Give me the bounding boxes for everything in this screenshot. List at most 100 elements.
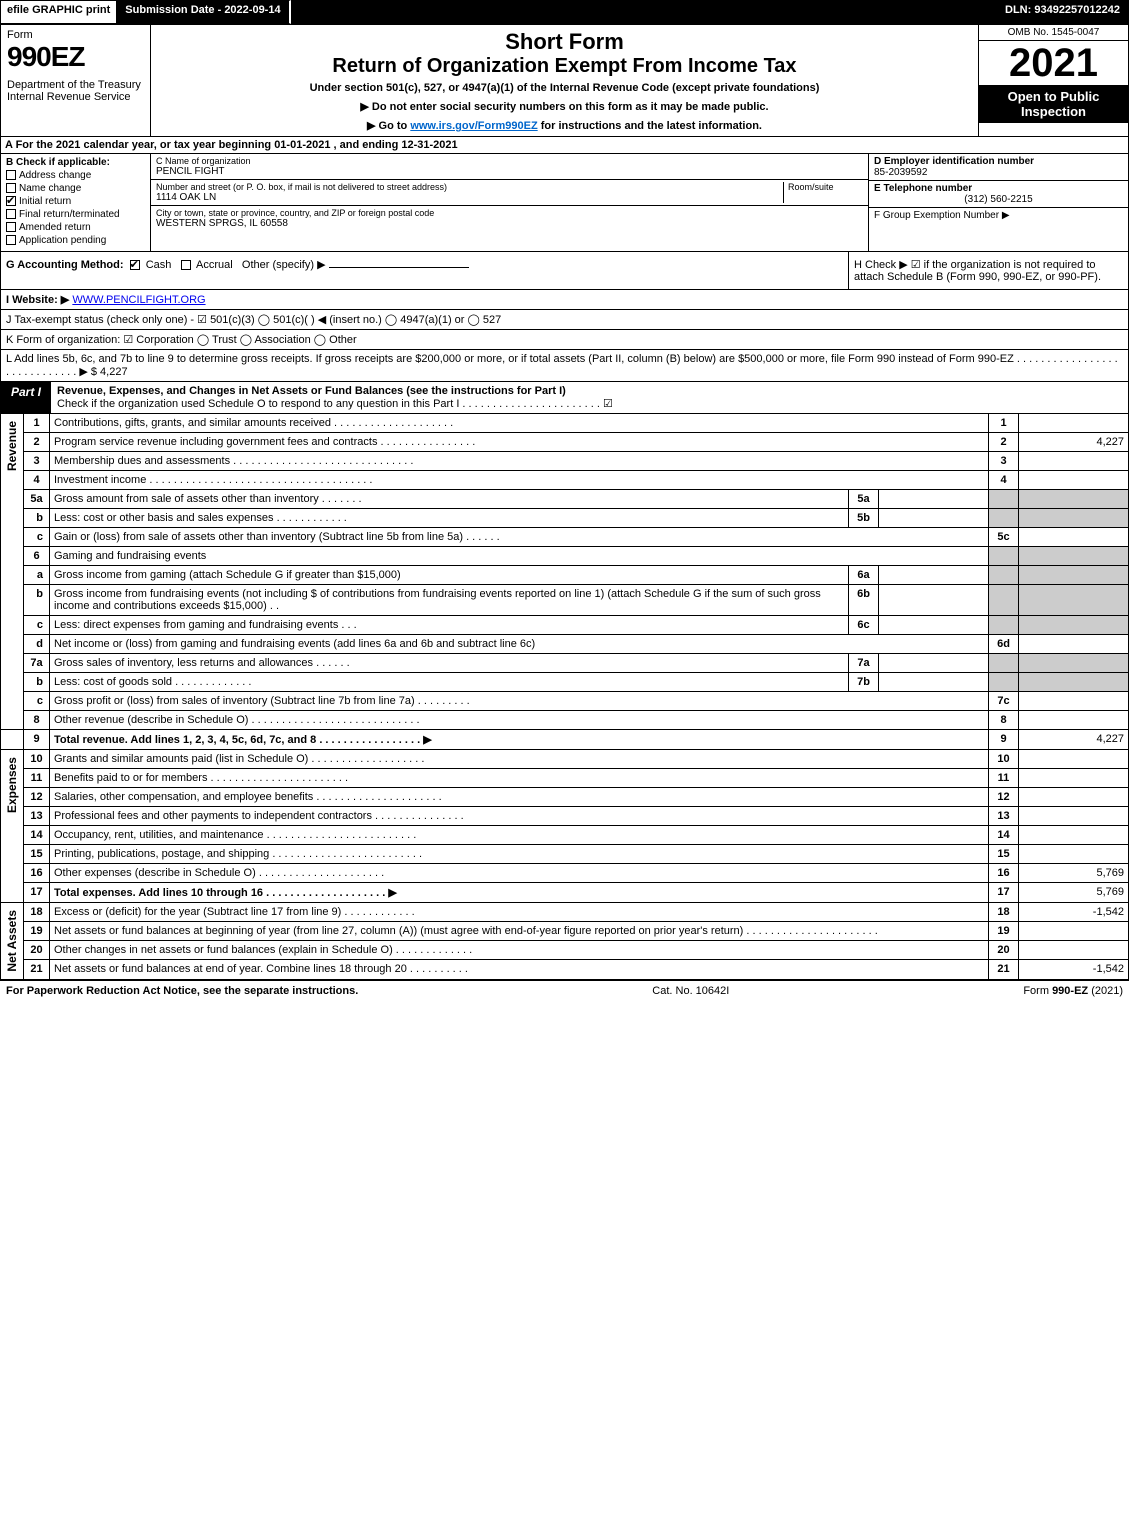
g-label: G Accounting Method: bbox=[6, 259, 124, 271]
line-amt bbox=[1019, 452, 1129, 471]
lineno: 20 bbox=[24, 941, 50, 960]
website-link[interactable]: WWW.PENCILFIGHT.ORG bbox=[72, 294, 205, 306]
line-ref: 14 bbox=[989, 826, 1019, 845]
chk-amended[interactable]: Amended return bbox=[6, 222, 145, 233]
lineno: 13 bbox=[24, 807, 50, 826]
line-amt bbox=[1019, 635, 1129, 654]
line-desc: Program service revenue including govern… bbox=[50, 433, 989, 452]
mini-amt bbox=[879, 616, 989, 635]
room-label: Room/suite bbox=[788, 182, 863, 192]
table-row: 2Program service revenue including gover… bbox=[1, 433, 1129, 452]
line-amt bbox=[1019, 692, 1129, 711]
table-row: aGross income from gaming (attach Schedu… bbox=[1, 566, 1129, 585]
mini-amt bbox=[879, 654, 989, 673]
line-desc: Total expenses. Add lines 10 through 16 … bbox=[50, 883, 989, 903]
tel-label-text: E Telephone number bbox=[874, 183, 972, 194]
table-row: 14Occupancy, rent, utilities, and mainte… bbox=[1, 826, 1129, 845]
chk-name-change[interactable]: Name change bbox=[6, 183, 145, 194]
line-amt bbox=[1019, 807, 1129, 826]
section-b: B Check if applicable: Address change Na… bbox=[1, 154, 151, 251]
lineno: 17 bbox=[24, 883, 50, 903]
lineno: b bbox=[24, 509, 50, 528]
omb-number: OMB No. 1545-0047 bbox=[979, 25, 1128, 41]
lineno: 18 bbox=[24, 903, 50, 922]
chk-app-pending[interactable]: Application pending bbox=[6, 235, 145, 246]
table-row: 5aGross amount from sale of assets other… bbox=[1, 490, 1129, 509]
footer-right-form: 990-EZ bbox=[1052, 985, 1088, 997]
table-row: cGross profit or (loss) from sales of in… bbox=[1, 692, 1129, 711]
mini-ref: 6c bbox=[849, 616, 879, 635]
chk-final-return[interactable]: Final return/terminated bbox=[6, 209, 145, 220]
table-row: Expenses10Grants and similar amounts pai… bbox=[1, 750, 1129, 769]
open-to-public: Open to Public Inspection bbox=[979, 85, 1128, 123]
lineno: b bbox=[24, 673, 50, 692]
tel-label: E Telephone number bbox=[874, 183, 1123, 194]
line-amt: 5,769 bbox=[1019, 864, 1129, 883]
row-l-text: L Add lines 5b, 6c, and 7b to line 9 to … bbox=[6, 353, 1118, 378]
shade bbox=[1019, 654, 1129, 673]
table-row: 4Investment income . . . . . . . . . . .… bbox=[1, 471, 1129, 490]
table-row: cLess: direct expenses from gaming and f… bbox=[1, 616, 1129, 635]
line-desc: Net income or (loss) from gaming and fun… bbox=[50, 635, 989, 654]
note-goto-pre: ▶ Go to bbox=[367, 120, 410, 132]
name-change-text: Name change bbox=[19, 183, 81, 194]
side-revenue: Revenue bbox=[1, 414, 24, 730]
footer-mid: Cat. No. 10642I bbox=[652, 985, 729, 997]
lineno: b bbox=[24, 585, 50, 616]
chk-initial-return[interactable]: Initial return bbox=[6, 196, 145, 207]
line-amt: -1,542 bbox=[1019, 903, 1129, 922]
line-desc: Printing, publications, postage, and shi… bbox=[50, 845, 989, 864]
topbar-spacer bbox=[291, 0, 996, 24]
line-ref: 4 bbox=[989, 471, 1019, 490]
line-ref: 5c bbox=[989, 528, 1019, 547]
line-amt: 4,227 bbox=[1019, 433, 1129, 452]
group-label: F Group Exemption Number ▶ bbox=[874, 210, 1123, 221]
line-desc: Gain or (loss) from sale of assets other… bbox=[50, 528, 989, 547]
lineno: 19 bbox=[24, 922, 50, 941]
shade bbox=[1019, 547, 1129, 566]
lineno: 6 bbox=[24, 547, 50, 566]
app-pending-text: Application pending bbox=[19, 235, 106, 246]
mini-amt bbox=[879, 490, 989, 509]
footer-left: For Paperwork Reduction Act Notice, see … bbox=[6, 985, 358, 997]
line-amt bbox=[1019, 711, 1129, 730]
line-desc: Net assets or fund balances at end of ye… bbox=[50, 960, 989, 979]
line-amt bbox=[1019, 471, 1129, 490]
mini-amt bbox=[879, 509, 989, 528]
part1-tag: Part I bbox=[1, 382, 51, 413]
irs-link[interactable]: www.irs.gov/Form990EZ bbox=[410, 120, 537, 132]
line-desc: Gross sales of inventory, less returns a… bbox=[50, 654, 849, 673]
footer: For Paperwork Reduction Act Notice, see … bbox=[0, 980, 1129, 1001]
section-b-label: B Check if applicable: bbox=[6, 157, 145, 168]
shade bbox=[989, 509, 1019, 528]
shade bbox=[989, 616, 1019, 635]
checkbox-icon bbox=[6, 170, 16, 180]
mini-amt bbox=[879, 566, 989, 585]
table-row: 13Professional fees and other payments t… bbox=[1, 807, 1129, 826]
line-amt bbox=[1019, 941, 1129, 960]
line-ref: 8 bbox=[989, 711, 1019, 730]
group-row: F Group Exemption Number ▶ bbox=[869, 208, 1128, 223]
line-ref: 20 bbox=[989, 941, 1019, 960]
lineno: 21 bbox=[24, 960, 50, 979]
line-amt bbox=[1019, 769, 1129, 788]
lineno: 2 bbox=[24, 433, 50, 452]
chk-address-change[interactable]: Address change bbox=[6, 170, 145, 181]
table-row: bLess: cost or other basis and sales exp… bbox=[1, 509, 1129, 528]
tax-year: 2021 bbox=[979, 41, 1128, 85]
note-ssn: ▶ Do not enter social security numbers o… bbox=[157, 100, 972, 113]
row-a-text: A For the 2021 calendar year, or tax yea… bbox=[5, 139, 458, 151]
street-value: 1114 OAK LN bbox=[156, 192, 783, 203]
org-name-label: C Name of organization bbox=[156, 156, 863, 166]
tel-value: (312) 560-2215 bbox=[874, 194, 1123, 205]
mini-amt bbox=[879, 673, 989, 692]
footer-right-post: (2021) bbox=[1088, 985, 1123, 997]
line-desc: Less: direct expenses from gaming and fu… bbox=[50, 616, 849, 635]
table-row: Revenue 1 Contributions, gifts, grants, … bbox=[1, 414, 1129, 433]
lineno: 12 bbox=[24, 788, 50, 807]
footer-left-text: For Paperwork Reduction Act Notice, see … bbox=[6, 985, 358, 997]
mini-ref: 7b bbox=[849, 673, 879, 692]
dept-label: Department of the Treasury Internal Reve… bbox=[7, 79, 144, 103]
g-other: Other (specify) ▶ bbox=[242, 259, 326, 271]
line-ref: 17 bbox=[989, 883, 1019, 903]
